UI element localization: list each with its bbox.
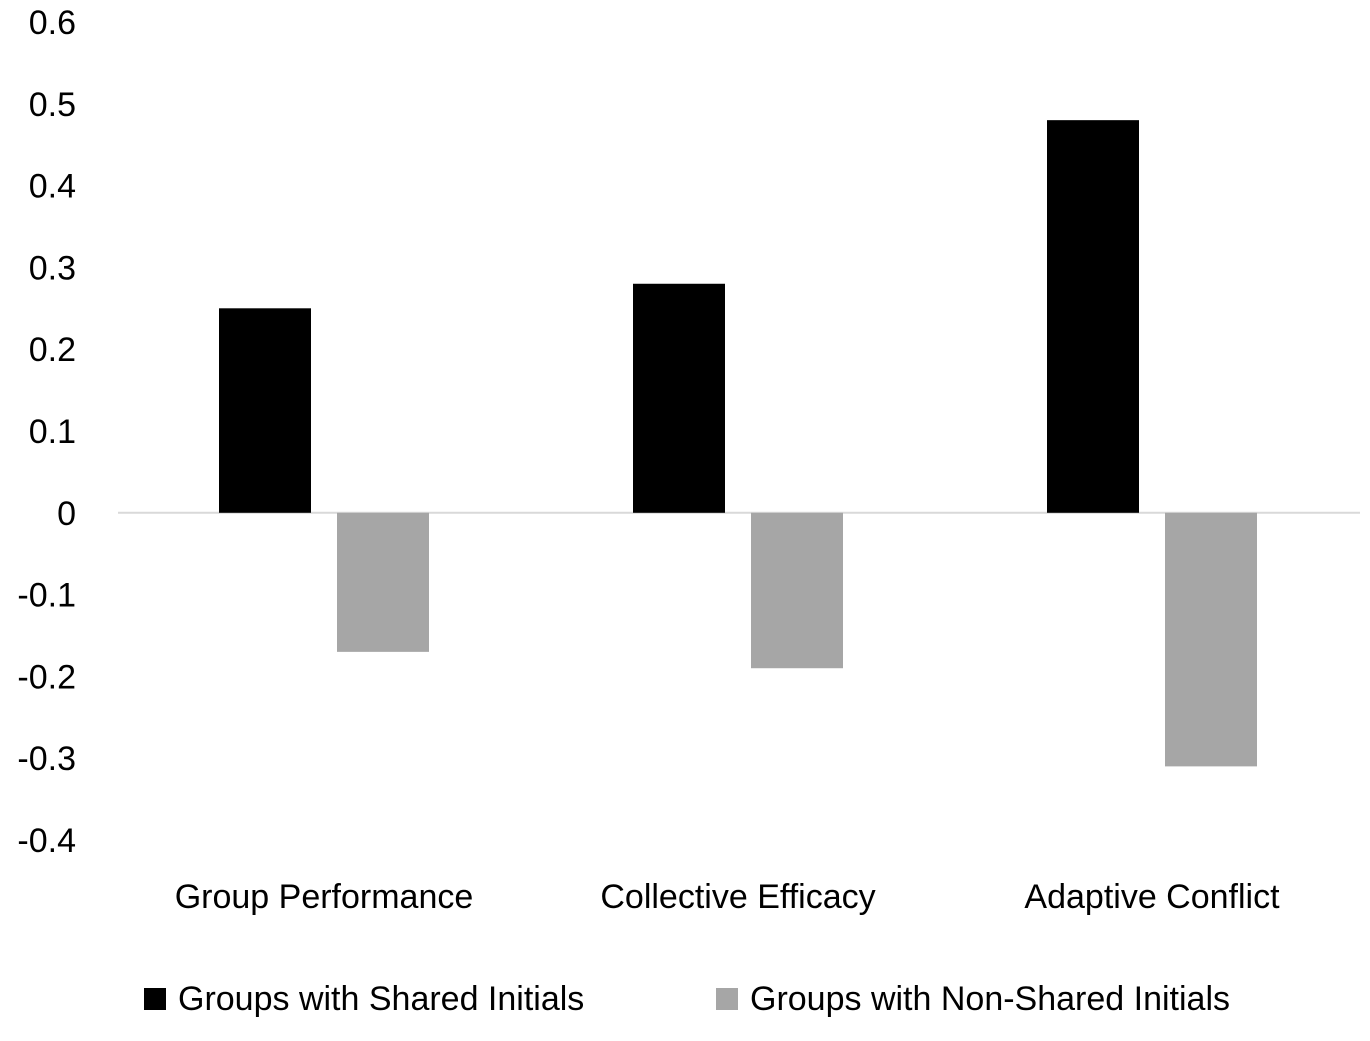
bar-non-shared-3 xyxy=(1165,512,1257,767)
y-tick-label: -0.3 xyxy=(17,740,76,778)
y-tick-label: -0.1 xyxy=(17,577,76,615)
x-category-label: Collective Efficacy xyxy=(600,878,875,916)
y-tick-label: 0 xyxy=(57,495,76,533)
bar-shared-3 xyxy=(1047,120,1139,513)
legend-label-non-shared: Groups with Non-Shared Initials xyxy=(750,980,1230,1018)
y-tick-label: -0.4 xyxy=(17,822,76,860)
y-tick-label: 0.2 xyxy=(29,331,76,369)
x-category-label: Adaptive Conflict xyxy=(1024,878,1280,916)
y-tick-label: 0.5 xyxy=(29,86,76,124)
x-category-label: Group Performance xyxy=(175,878,474,916)
legend-swatch-shared xyxy=(144,988,166,1010)
legend-label-shared: Groups with Shared Initials xyxy=(178,980,584,1018)
y-tick-label: 0.4 xyxy=(29,168,76,206)
bar-non-shared-1 xyxy=(337,512,429,652)
x-axis-category-labels: Group Performance Collective Efficacy Adap… xyxy=(175,878,1280,916)
y-tick-label: -0.2 xyxy=(17,658,76,696)
y-tick-label: 0.1 xyxy=(29,413,76,451)
bar-series xyxy=(219,120,1257,767)
y-axis-tick-labels: 0.6 0.5 0.4 0.3 0.2 0.1 0 -0.1 -0.2 -0.3 -0.4 xyxy=(17,4,76,860)
bar-non-shared-2 xyxy=(751,512,843,669)
legend: Groups with Shared Initials Groups with N… xyxy=(144,980,1230,1018)
legend-swatch-non-shared xyxy=(716,988,738,1010)
y-tick-label: 0.3 xyxy=(29,249,76,287)
bar-shared-1 xyxy=(219,308,311,513)
bar-shared-2 xyxy=(633,283,725,513)
y-tick-label: 0.6 xyxy=(29,4,76,42)
